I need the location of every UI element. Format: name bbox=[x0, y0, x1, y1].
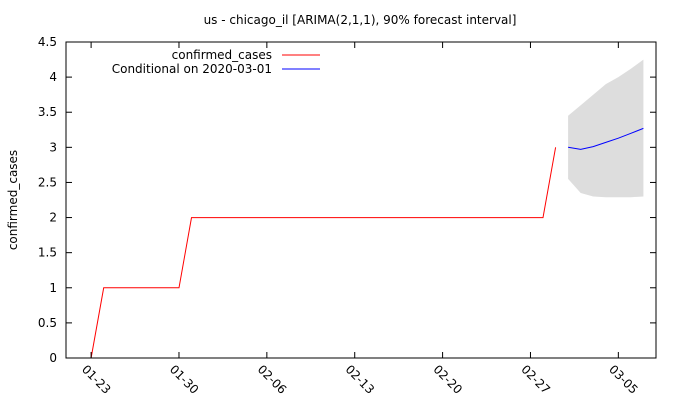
y-tick-label: 0.5 bbox=[38, 316, 57, 330]
legend-label: confirmed_cases bbox=[172, 48, 272, 62]
series-layer bbox=[90, 127, 644, 359]
y-tick-label: 4.5 bbox=[38, 35, 57, 49]
y-tick-label: 2.5 bbox=[38, 175, 57, 189]
y-tick-label: 2 bbox=[49, 211, 57, 225]
x-tick-label: 03-05 bbox=[606, 362, 641, 397]
x-tick-label: 02-13 bbox=[343, 362, 378, 397]
y-axis: 0 0.5 1 1.5 2 2.5 3 3.5 4 4.5 bbox=[38, 35, 656, 365]
x-axis: 01-23 01-30 02-06 02-13 02-20 02-27 03-05 bbox=[79, 42, 641, 397]
forecast-interval-band bbox=[568, 59, 644, 198]
plot-frame bbox=[65, 41, 657, 359]
x-tick-label: 01-30 bbox=[167, 362, 202, 397]
y-tick-label: 0 bbox=[49, 351, 57, 365]
x-tick-label: 02-06 bbox=[255, 362, 290, 397]
forecast-interval-layer bbox=[568, 59, 644, 198]
chart-title: us - chicago_il [ARIMA(2,1,1), 90% forec… bbox=[204, 13, 517, 27]
y-tick-label: 3.5 bbox=[38, 105, 57, 119]
y-tick-label: 3 bbox=[49, 140, 57, 154]
series-line-confirmed-cases bbox=[90, 147, 557, 359]
x-tick-label: 02-20 bbox=[430, 362, 465, 397]
legend-label: Conditional on 2020-03-01 bbox=[112, 62, 272, 76]
x-tick-label: 01-23 bbox=[79, 362, 114, 397]
y-tick-label: 1 bbox=[49, 281, 57, 295]
y-axis-label: confirmed_cases bbox=[6, 150, 20, 250]
x-tick-label: 02-27 bbox=[518, 362, 553, 397]
y-tick-label: 1.5 bbox=[38, 246, 57, 260]
y-tick-label: 4 bbox=[49, 70, 57, 84]
series-line-conditional-forecast bbox=[568, 127, 644, 150]
